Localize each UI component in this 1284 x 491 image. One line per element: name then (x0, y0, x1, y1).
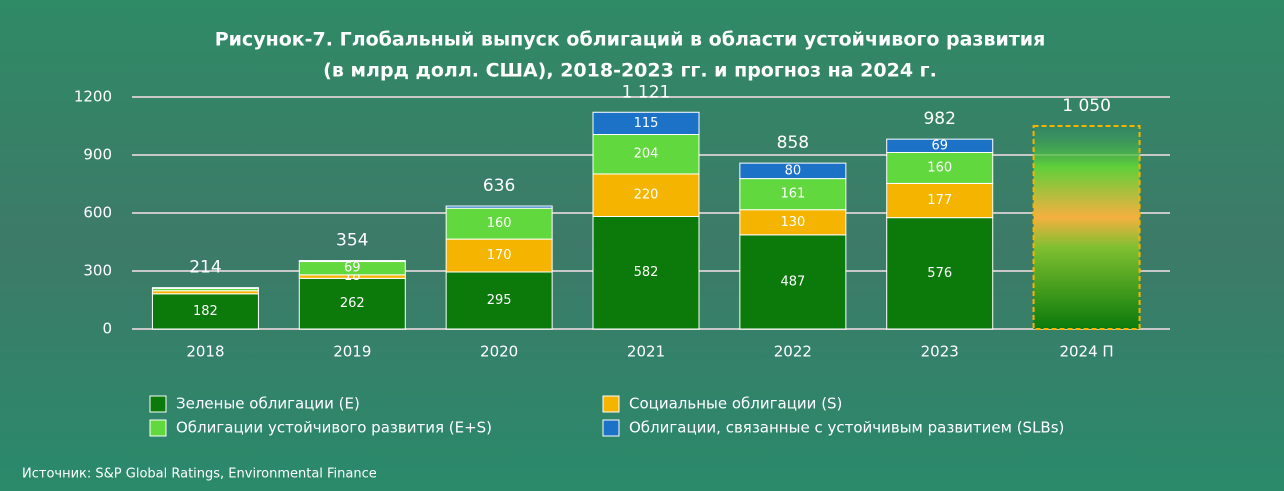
x-tick-label: 2019 (333, 343, 371, 361)
total-label: 354 (336, 231, 368, 251)
y-tick-label: 600 (83, 204, 112, 222)
y-tick-label: 0 (102, 320, 112, 338)
data-label: 160 (487, 216, 512, 231)
data-label: 161 (780, 187, 805, 202)
bar-segment (446, 206, 552, 208)
bar-segment (299, 261, 405, 262)
data-label: 69 (344, 261, 361, 276)
source: Источник: S&P Global Ratings, Environmen… (22, 467, 377, 482)
chart-title: (в млрд долл. США), 2018-2023 гг. и прог… (323, 60, 937, 82)
data-label: 160 (927, 160, 952, 175)
data-label: 130 (780, 215, 805, 230)
data-label: 576 (927, 266, 952, 281)
y-tick-label: 900 (83, 146, 112, 164)
chart-title: Рисунок-7. Глобальный выпуск облигаций в… (215, 29, 1046, 51)
total-label: 1 121 (622, 82, 671, 102)
x-tick-label: 2024 П (1059, 343, 1113, 361)
data-label: 204 (634, 147, 659, 162)
x-tick-label: 2023 (921, 343, 959, 361)
data-label: 182 (193, 304, 218, 319)
legend-swatch (150, 396, 166, 412)
data-label: 170 (487, 248, 512, 263)
legend-label: Зеленые облигации (E) (176, 395, 360, 413)
forecast-bar (1034, 126, 1140, 329)
y-tick-label: 1200 (74, 88, 112, 106)
data-label: 69 (931, 138, 948, 153)
data-label: 220 (634, 188, 659, 203)
data-label: 487 (780, 274, 805, 289)
total-label: 858 (777, 133, 809, 153)
legend-label: Облигации устойчивого развития (E+S) (176, 419, 492, 437)
data-label: 262 (340, 296, 365, 311)
data-label: 177 (927, 193, 952, 208)
legend-label: Социальные облигации (S) (629, 395, 842, 413)
x-tick-label: 2021 (627, 343, 665, 361)
data-label: 582 (634, 265, 659, 280)
x-tick-label: 2018 (186, 343, 224, 361)
legend-swatch (603, 396, 619, 412)
x-tick-label: 2022 (774, 343, 812, 361)
data-label: 80 (785, 163, 802, 178)
total-label: 214 (189, 258, 221, 278)
legend-swatch (150, 420, 166, 436)
total-label: 982 (923, 109, 955, 129)
total-label: 636 (483, 176, 515, 196)
y-tick-label: 300 (83, 262, 112, 280)
bar-segment (152, 288, 258, 289)
legend-swatch (603, 420, 619, 436)
total-label: 1 050 (1062, 96, 1111, 116)
x-tick-label: 2020 (480, 343, 518, 361)
data-label: 115 (634, 116, 659, 131)
data-label: 295 (487, 293, 512, 308)
chart: Рисунок-7. Глобальный выпуск облигаций в… (0, 0, 1284, 491)
legend-label: Облигации, связанные с устойчивым развит… (629, 419, 1064, 437)
